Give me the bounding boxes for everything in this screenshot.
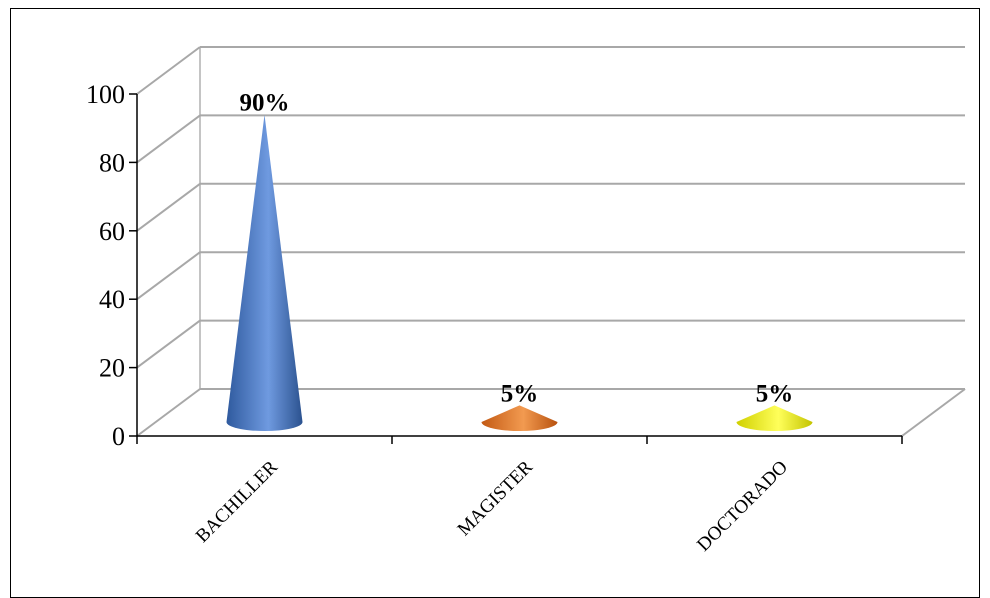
chart-frame [10,8,980,598]
data-label: 5% [756,380,794,407]
cone-body [226,114,303,431]
y-tick-label: 60 [99,217,125,246]
y-tick-label: 100 [86,80,125,109]
gridline-side [136,46,201,95]
cone-body [736,405,813,431]
cone-body [481,405,558,431]
y-tick-label: 20 [99,354,125,383]
y-tick-label: 80 [99,148,125,177]
x-category-label: DOCTORADO [693,457,792,556]
data-label: 5% [501,380,539,407]
gridline-side [136,319,201,369]
cone-doctorado [736,405,813,431]
gridline-side [136,114,201,164]
x-category-label: BACHILLER [192,456,282,546]
cone-bachiller [226,114,303,431]
data-label: 90% [240,90,290,117]
y-tick-label: 40 [99,285,125,314]
cone-magister [481,405,558,431]
gridline-side [136,182,201,232]
gridline-side [136,251,201,301]
x-category-label: MAGISTER [454,456,538,540]
floor-right-edge [901,388,966,437]
y-tick-label: 0 [112,422,125,451]
gridline-side [136,388,201,437]
